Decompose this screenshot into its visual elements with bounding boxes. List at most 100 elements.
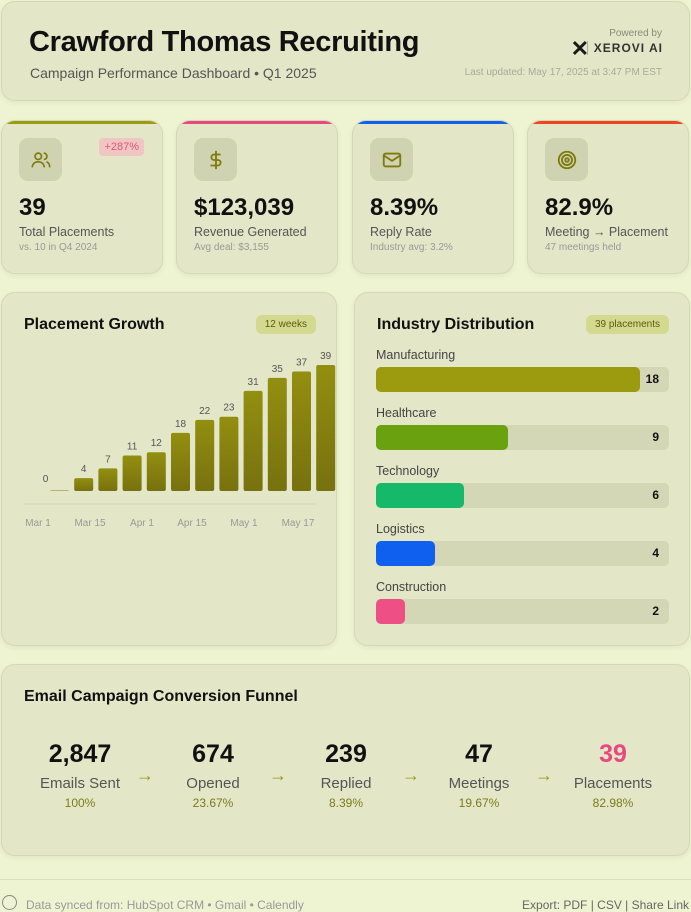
stage-label: Meetings — [448, 775, 510, 792]
page-subtitle: Campaign Performance Dashboard • Q1 2025 — [30, 65, 317, 81]
stage-label: Opened — [186, 775, 240, 792]
last-updated: Last updated: May 17, 2025 at 3:47 PM ES… — [464, 67, 662, 78]
kpi-accent-bar — [177, 121, 337, 124]
kpi-label: Reply Rate — [370, 225, 432, 239]
kpi-subtext: Industry avg: 3.2% — [370, 242, 453, 253]
xerovi-logo-icon: ✕ — [570, 36, 589, 61]
funnel-stage: 39 Placements 82.98% — [548, 740, 678, 810]
industry-name: Construction — [376, 580, 447, 594]
growth-bar-label: 12 — [151, 438, 163, 449]
arrow-right-icon: → — [535, 765, 553, 785]
growth-badge: +287% — [99, 138, 144, 156]
page-title: Crawford Thomas Recruiting — [29, 26, 420, 58]
placement-growth-panel: 0 4 7 11 12 18 22 23 31 35 37 39 Mar 1 Mar 15 Apr 1 Apr… — [1, 292, 337, 646]
stage-value: 39 — [599, 740, 627, 768]
growth-bar — [219, 416, 239, 491]
industry-bar-track: 18 — [376, 367, 669, 392]
industry-bar-fill — [376, 599, 406, 624]
industry-count: 4 — [652, 546, 659, 560]
kpi-subtext: vs. 10 in Q4 2024 — [19, 242, 98, 253]
growth-bar-label: 11 — [127, 441, 138, 452]
kpi-accent-bar — [2, 121, 162, 124]
stage-percent: 100% — [64, 796, 96, 810]
industry-bar-track: 6 — [376, 483, 669, 508]
powered-by: Powered by — [609, 28, 662, 39]
x-tick-label: Mar 15 — [74, 518, 106, 529]
industry-name: Technology — [376, 464, 440, 478]
kpi-label: Meeting → Placement — [545, 225, 668, 239]
kpi-accent-bar — [353, 121, 513, 124]
stage-label: Emails Sent — [39, 775, 121, 792]
weeks-pill: 12 weeks — [255, 315, 316, 334]
growth-bar — [292, 371, 311, 491]
kpi-card: $123,039 Revenue Generated Avg deal: $3,… — [176, 120, 338, 274]
header: Crawford Thomas Recruiting Campaign Perf… — [1, 1, 690, 101]
industry-distribution-panel: Industry Distribution 39 placements Manu… — [354, 292, 690, 646]
industry-row: Healthcare 9 — [376, 406, 669, 450]
brand-name: XEROVI AI — [586, 41, 663, 55]
target-icon — [545, 138, 588, 181]
industry-row: Logistics 4 — [376, 522, 669, 566]
growth-bar-label: 31 — [248, 377, 260, 388]
industry-name: Healthcare — [376, 406, 437, 420]
arrow-right-icon: → — [136, 765, 154, 785]
industry-bar-track: 9 — [376, 425, 669, 450]
kpi-subtext: 47 meetings held — [545, 242, 622, 253]
kpi-subtext: Avg deal: $3,155 — [194, 242, 269, 253]
industry-bar-track: 4 — [376, 541, 669, 566]
x-tick-label: Mar 1 — [25, 518, 51, 529]
kpi-card: 8.39% Reply Rate Industry avg: 3.2% — [352, 120, 514, 274]
stage-percent: 19.67% — [458, 796, 500, 810]
kpi-card: 82.9% Meeting → Placement 47 meetings he… — [527, 120, 689, 274]
growth-bar-label: 37 — [296, 357, 308, 368]
conversion-funnel-panel: Email Campaign Conversion Funnel 2,847 E… — [1, 664, 690, 856]
stage-label: Replied — [320, 775, 372, 792]
export-links[interactable]: Export: PDF | CSV | Share Link — [522, 898, 689, 912]
industry-row: Construction 2 — [376, 580, 669, 624]
kpi-accent-bar — [528, 121, 688, 124]
placements-pill: 39 placements — [585, 315, 669, 334]
funnel-stage: 47 Meetings 19.67% — [414, 740, 544, 810]
industry-row: Manufacturing 18 — [376, 348, 669, 392]
growth-bar-label: 4 — [81, 464, 87, 475]
growth-bar — [98, 468, 118, 491]
clock-icon — [2, 895, 17, 910]
growth-bar-label: 35 — [272, 364, 284, 375]
growth-bar — [316, 365, 336, 491]
industry-count: 2 — [652, 604, 659, 618]
kpi-value: $123,039 — [194, 194, 295, 221]
growth-bar — [146, 452, 166, 491]
growth-bar-label: 22 — [199, 406, 211, 417]
stage-value: 674 — [192, 740, 234, 768]
x-tick-label: May 1 — [230, 518, 258, 529]
stage-value: 239 — [325, 740, 367, 768]
industry-count: 9 — [652, 430, 659, 444]
growth-bar-label: 23 — [223, 403, 235, 414]
growth-bar — [74, 478, 94, 491]
kpi-card: +287% 39 Total Placements vs. 10 in Q4 2… — [1, 120, 163, 274]
growth-bar-label: 39 — [320, 351, 332, 362]
growth-bar — [195, 419, 215, 491]
users-icon — [19, 138, 62, 181]
funnel-stage: 2,847 Emails Sent 100% — [15, 740, 145, 810]
industry-bar-fill — [376, 483, 464, 508]
kpi-label: Revenue Generated — [194, 225, 307, 239]
growth-bar — [122, 455, 142, 491]
arrow-right-icon: → — [402, 765, 420, 785]
industry-name: Logistics — [376, 522, 425, 536]
growth-bar-label: 18 — [175, 419, 187, 430]
panel-title: Email Campaign Conversion Funnel — [24, 688, 298, 705]
kpi-value: 39 — [19, 194, 46, 221]
growth-bar-label: 0 — [43, 474, 49, 485]
stage-percent: 23.67% — [192, 796, 234, 810]
kpi-label: Total Placements — [19, 225, 115, 239]
growth-bar — [267, 377, 287, 491]
growth-bar — [171, 432, 190, 491]
stage-value: 2,847 — [48, 740, 112, 768]
industry-bar-fill — [376, 425, 508, 450]
x-tick-label: Apr 15 — [177, 518, 207, 529]
growth-bar — [50, 490, 69, 491]
dollar-icon — [194, 138, 237, 181]
industry-count: 6 — [652, 488, 659, 502]
growth-bar-label: 7 — [105, 454, 111, 465]
